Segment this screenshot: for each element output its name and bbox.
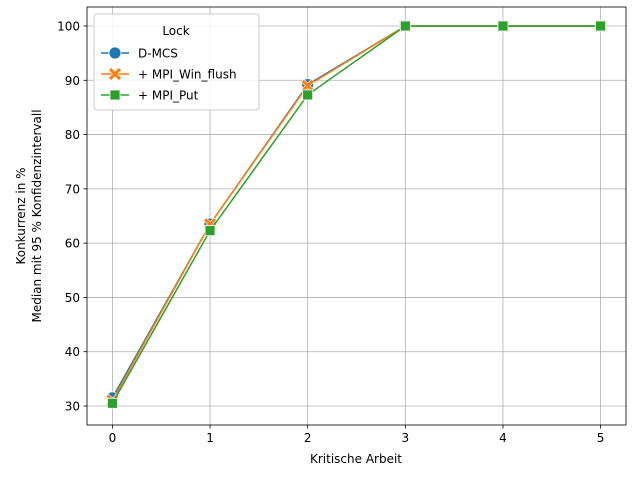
x-tick-label: 4 bbox=[499, 431, 507, 445]
x-tick-label: 2 bbox=[304, 431, 312, 445]
legend: Lock D-MCS + MPI_Win_flush + MPI_Put bbox=[93, 13, 260, 111]
legend-item: + MPI_Win_flush bbox=[101, 67, 237, 82]
x-axis-ticks: 0 1 2 3 4 5 bbox=[109, 425, 605, 445]
data-point bbox=[595, 20, 607, 32]
x-axis-label: Kritische Arbeit bbox=[310, 452, 402, 466]
data-point bbox=[302, 89, 314, 101]
y-tick-label: 50 bbox=[65, 291, 80, 305]
legend-items: D-MCS + MPI_Win_flush + MPI_Put bbox=[101, 47, 237, 103]
legend-label: + MPI_Put bbox=[138, 89, 199, 103]
legend-item: + MPI_Put bbox=[101, 89, 199, 103]
y-tick-label: 100 bbox=[57, 20, 80, 34]
y-tick-label: 30 bbox=[65, 400, 80, 414]
legend-title: Lock bbox=[162, 24, 189, 38]
y-tick-label: 40 bbox=[65, 345, 80, 359]
y-axis-ticks: 30 40 50 60 70 80 90 100 bbox=[57, 20, 87, 414]
legend-item: D-MCS bbox=[101, 47, 178, 61]
legend-marker bbox=[108, 46, 122, 60]
x-tick-label: 3 bbox=[402, 431, 410, 445]
legend-label: + MPI_Win_flush bbox=[138, 68, 237, 82]
legend-box bbox=[93, 13, 260, 111]
plot-frame bbox=[86, 6, 627, 426]
y-axis-label-secondary: Median mit 95 % Konfidenzintervall bbox=[30, 109, 44, 322]
y-tick-label: 60 bbox=[65, 237, 80, 251]
y-tick-label: 80 bbox=[65, 128, 80, 142]
series-line bbox=[111, 25, 601, 404]
series-square bbox=[106, 20, 607, 409]
legend-marker bbox=[109, 89, 121, 101]
data-point bbox=[399, 20, 411, 32]
x-tick-label: 5 bbox=[597, 431, 605, 445]
y-tick-label: 70 bbox=[65, 182, 80, 196]
data-point bbox=[204, 225, 216, 237]
grid-lines bbox=[87, 7, 626, 425]
data-point bbox=[497, 20, 509, 32]
legend-marker bbox=[108, 67, 122, 81]
data-point bbox=[106, 397, 118, 409]
x-tick-label: 0 bbox=[109, 431, 117, 445]
y-axis-label: Konkurrenz in % bbox=[14, 167, 28, 264]
y-tick-label: 90 bbox=[65, 74, 80, 88]
legend-label: D-MCS bbox=[138, 47, 178, 61]
series-layer bbox=[105, 19, 608, 409]
x-tick-label: 1 bbox=[206, 431, 214, 445]
